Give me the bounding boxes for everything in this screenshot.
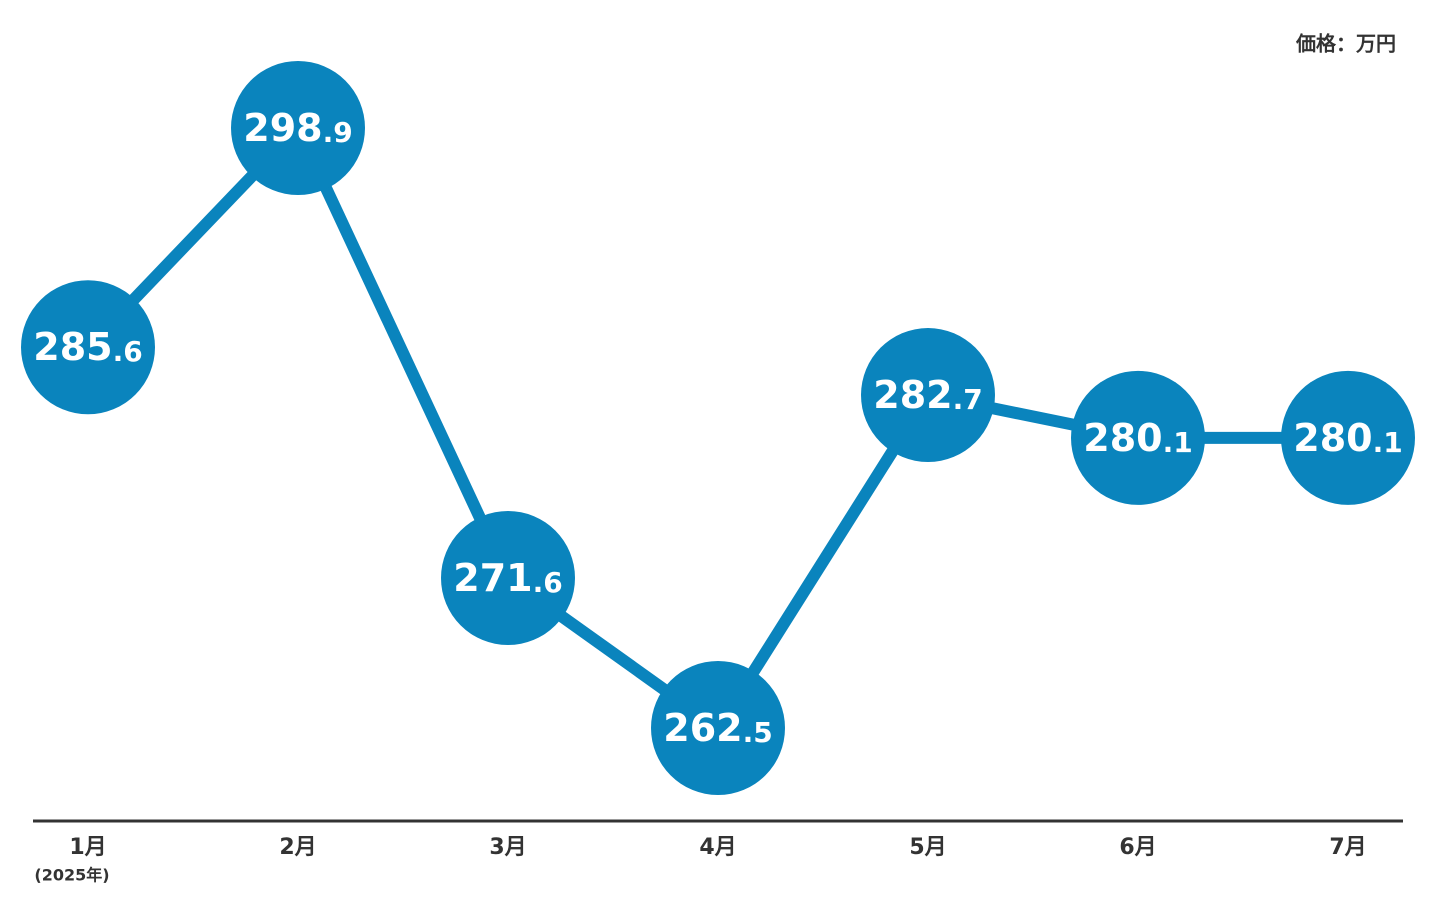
x-tick-label: 4月 (699, 835, 736, 860)
data-label: 271.6 (453, 556, 562, 600)
data-label: 298.9 (243, 106, 352, 150)
data-label: 262.5 (663, 706, 772, 750)
data-label: 282.7 (873, 373, 982, 417)
x-tick-label: 5月 (909, 835, 946, 860)
data-label: 280.1 (1083, 415, 1192, 459)
x-tick-label: 6月 (1119, 835, 1156, 860)
data-label: 280.1 (1293, 415, 1402, 459)
point (1281, 370, 1415, 505)
x-tick-label: 3月 (489, 835, 526, 860)
point (651, 661, 785, 795)
x-tick-label: 7月 (1329, 835, 1366, 860)
x-tick-label: 1月 (69, 835, 106, 860)
x-note: (2025年) (34, 866, 109, 885)
x-tick-label: 2月 (279, 835, 316, 860)
point (861, 328, 995, 463)
point (1071, 370, 1205, 505)
data-label: 285.6 (33, 325, 142, 369)
point (441, 511, 575, 645)
point (231, 61, 365, 195)
unit-label: 価格：万円 (1295, 32, 1396, 56)
point (21, 280, 155, 415)
